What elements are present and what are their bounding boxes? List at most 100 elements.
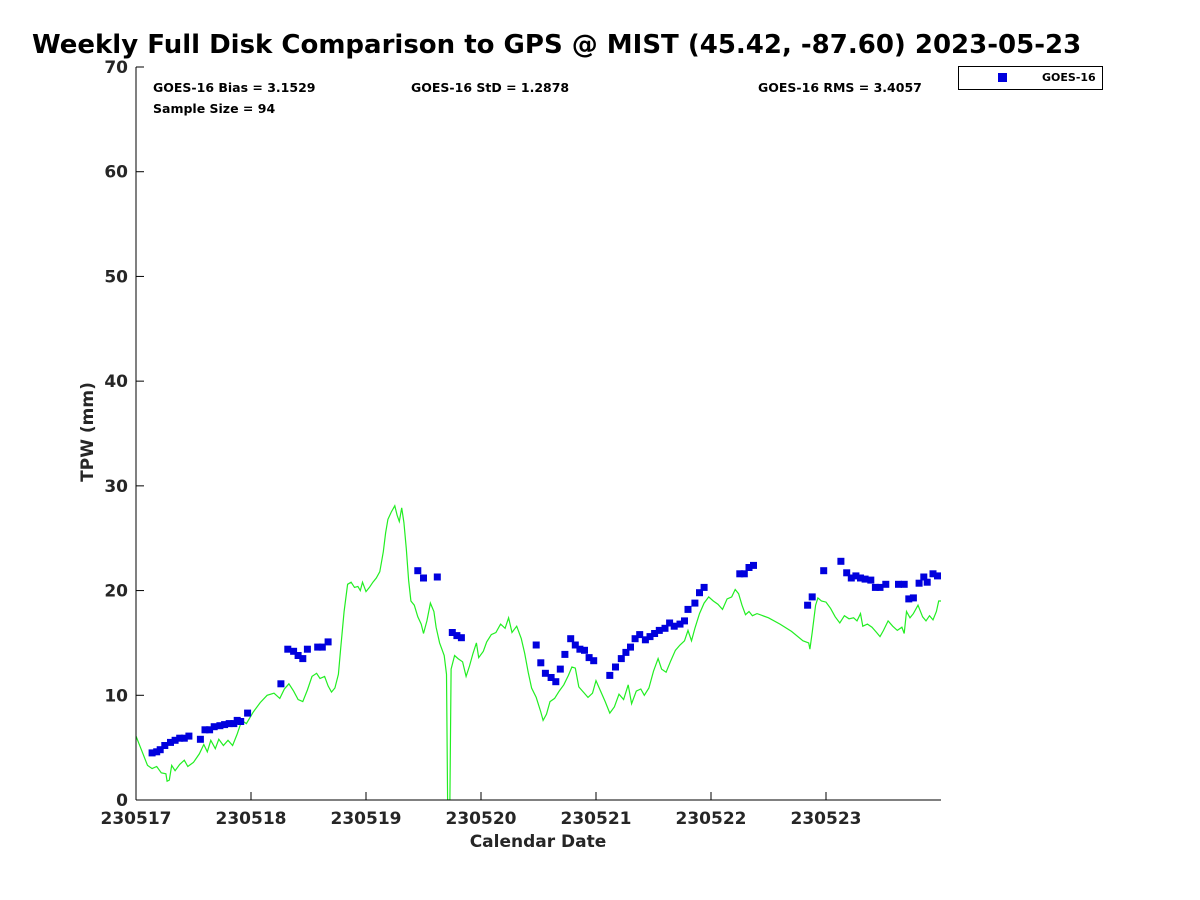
goes16-point (641, 636, 649, 644)
x-tick-label: 230517 (101, 809, 172, 829)
goes16-point (318, 643, 326, 651)
goes16-point (156, 746, 164, 754)
goes16-point (651, 630, 659, 637)
goes16-point (676, 620, 684, 628)
goes16-point (804, 601, 812, 609)
goes16-point (857, 574, 864, 582)
goes16-point (290, 647, 298, 655)
goes16-point (843, 569, 851, 577)
goes16-point (631, 635, 639, 643)
goes16-point (820, 567, 828, 575)
goes16-point (457, 634, 465, 642)
goes16-point (180, 734, 188, 742)
y-tick-label: 30 (104, 477, 128, 497)
y-tick-label: 60 (104, 163, 128, 183)
goes16-point (244, 709, 252, 717)
goes16-point (852, 572, 860, 580)
goes16-point (277, 680, 285, 688)
goes16-point (284, 645, 292, 653)
goes16-point (206, 726, 214, 734)
goes16-point (622, 648, 630, 656)
x-tick-label: 230522 (676, 809, 747, 829)
x-axis-title: Calendar Date (470, 832, 607, 852)
goes16-point (655, 626, 663, 634)
goes16-point (314, 643, 322, 651)
goes16-point (934, 572, 941, 580)
goes16-point (567, 635, 575, 643)
goes16-point (847, 574, 855, 582)
goes16-point (324, 638, 332, 646)
goes16-point (225, 720, 233, 728)
goes16-point (636, 631, 644, 639)
goes16-point (448, 629, 456, 636)
goes16-point (556, 665, 564, 673)
y-axis-title: TPW (mm) (78, 382, 98, 482)
goes16-point (670, 622, 678, 630)
goes16-point (294, 652, 302, 659)
legend: GOES-16 (958, 66, 1103, 90)
goes16-point (700, 583, 708, 591)
y-tick-label: 10 (104, 686, 128, 706)
goes16-point (571, 641, 579, 649)
goes16-point (696, 589, 703, 597)
x-tick-label: 230519 (331, 809, 402, 829)
goes16-point (681, 617, 688, 625)
legend-label-goes16: GOES-16 (1042, 71, 1096, 84)
goes16-point (414, 567, 422, 575)
y-tick-label: 70 (104, 58, 128, 78)
goes16-point (882, 580, 890, 588)
goes16-point (216, 722, 224, 730)
bias-stat: GOES-16 Bias = 3.1529 (153, 80, 315, 95)
goes16-point (148, 749, 156, 757)
goes16-point (171, 736, 179, 744)
goes16-point (196, 735, 204, 743)
goes16-point (867, 576, 875, 584)
y-tick-label: 20 (104, 582, 128, 602)
x-tick-label: 230520 (446, 809, 517, 829)
x-tick-label: 230521 (561, 809, 632, 829)
goes16-point (552, 678, 560, 686)
goes16-point (176, 734, 184, 742)
goes16-point (547, 674, 555, 681)
goes16-point (617, 655, 625, 663)
goes16-point (929, 570, 937, 578)
goes16-point (453, 632, 461, 640)
chart-title: Weekly Full Disk Comparison to GPS @ MIS… (32, 30, 1082, 60)
y-axis: 0 10 20 30 40 50 60 70 (104, 58, 144, 811)
goes16-point (606, 671, 614, 679)
goes16-point (237, 718, 245, 725)
goes16-point (900, 580, 908, 588)
gps-tpw-line (136, 504, 941, 800)
goes16-point (627, 643, 634, 651)
y-tick-label: 50 (104, 267, 128, 287)
goes16-point (420, 574, 427, 582)
goes16-point (585, 654, 593, 662)
goes16-point (581, 646, 588, 654)
goes16-point (299, 655, 307, 663)
goes16-series (148, 557, 941, 757)
goes16-point (684, 605, 692, 613)
goes16-point (433, 573, 441, 581)
goes16-point (691, 599, 699, 607)
goes16-point (221, 721, 229, 729)
goes16-point (923, 578, 931, 586)
goes16-point (210, 723, 218, 731)
goes16-point (837, 557, 845, 565)
goes16-point (561, 650, 569, 658)
goes16-point (905, 595, 913, 603)
goes16-point (576, 645, 584, 653)
x-axis: 230517 230518 230519 230520 230521 230522 2305… (101, 792, 941, 829)
goes16-point (740, 570, 748, 578)
goes16-point (646, 633, 654, 641)
goes16-point (201, 726, 209, 734)
goes16-point (532, 641, 540, 649)
sample-size-stat: Sample Size = 94 (153, 101, 275, 116)
goes16-point (303, 645, 311, 653)
y-tick-label: 40 (104, 372, 128, 392)
goes16-point (541, 669, 549, 677)
goes16-point (185, 732, 193, 740)
goes16-point (861, 575, 869, 583)
plot-area (136, 504, 941, 800)
goes16-point (876, 583, 884, 591)
